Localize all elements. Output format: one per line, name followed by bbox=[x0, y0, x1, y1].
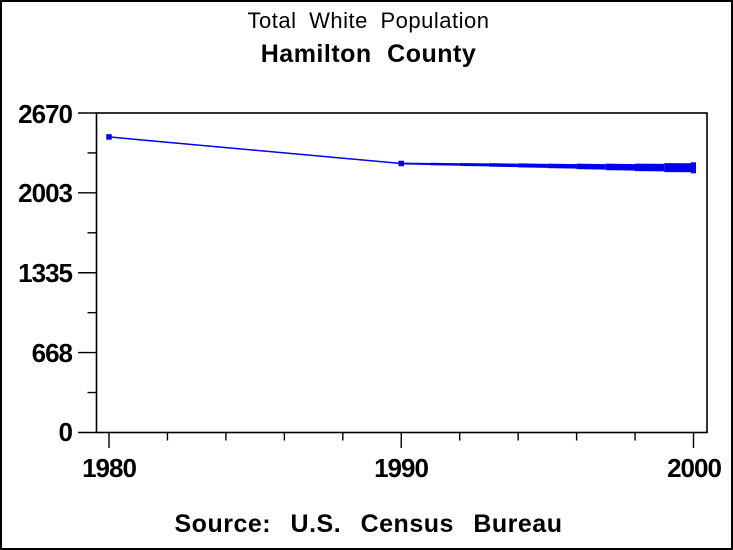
x-tick-label-1990: 1990 bbox=[374, 453, 429, 483]
x-tick-label-1980: 1980 bbox=[82, 453, 137, 483]
chart-title: Total White Population bbox=[247, 8, 490, 33]
chart-subtitle: Hamilton County bbox=[260, 40, 477, 68]
y-tick-label-668: 668 bbox=[31, 338, 73, 368]
source-note: Source: U.S. Census Bureau bbox=[174, 510, 563, 538]
y-tick-label-1335: 1335 bbox=[18, 258, 73, 288]
y-tick-label-2003: 2003 bbox=[18, 178, 73, 208]
x-tick-label-2000: 2000 bbox=[667, 453, 722, 483]
y-tick-label-0: 0 bbox=[58, 417, 73, 447]
y-tick-label-2670: 2670 bbox=[18, 99, 73, 129]
